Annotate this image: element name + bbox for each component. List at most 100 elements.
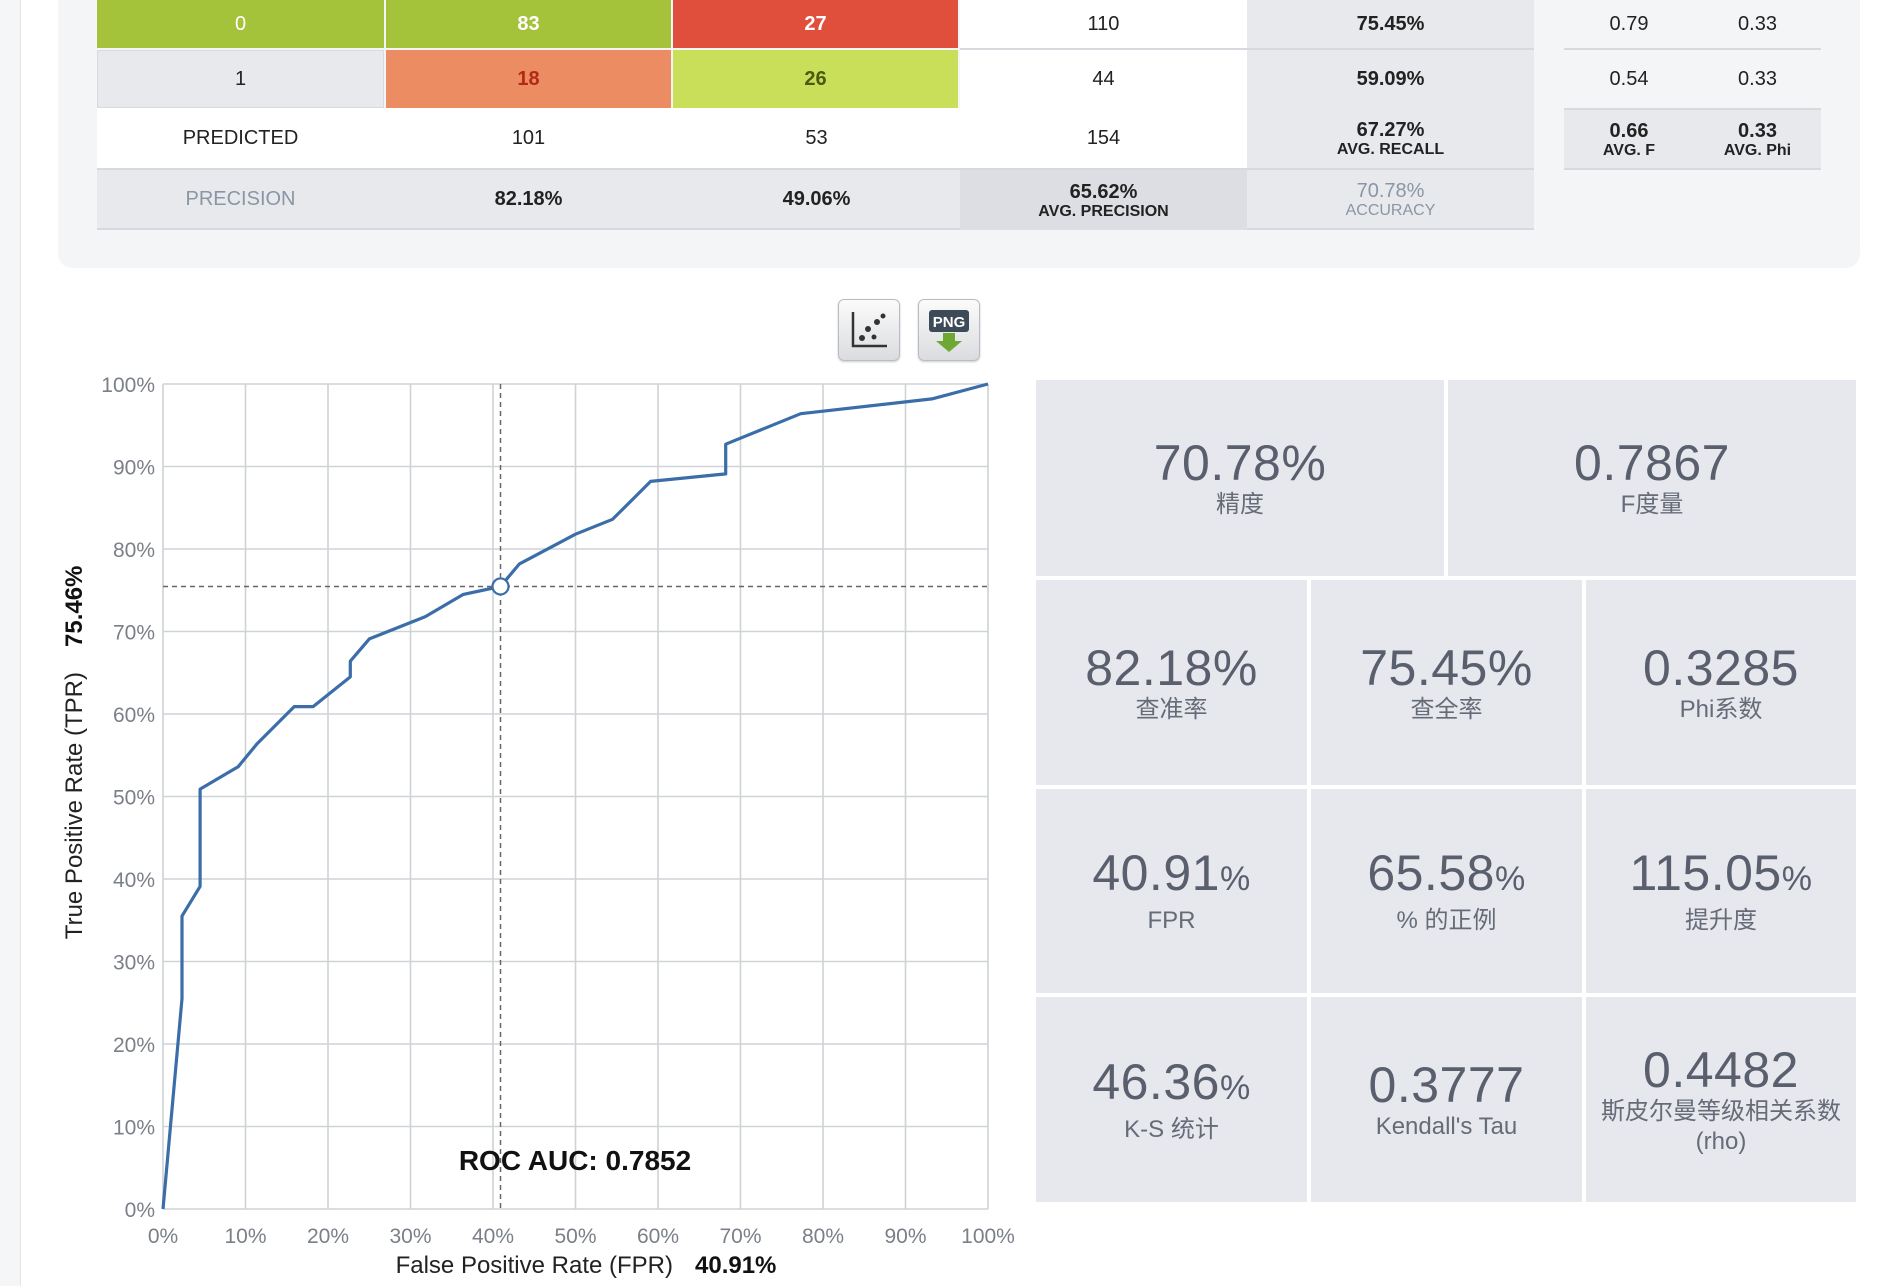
metric-label: Kendall's Tau bbox=[1375, 1112, 1518, 1140]
metric-phi: 0.3285 Phi系数 bbox=[1586, 580, 1856, 785]
png-label: PNG bbox=[933, 314, 966, 331]
metric-lift: 115.05% 提升度 bbox=[1586, 789, 1856, 993]
png-download-icon: PNG bbox=[929, 310, 969, 352]
metric-value: 65.58% bbox=[1367, 846, 1525, 906]
fn-cell-0-1[interactable]: 27 bbox=[673, 0, 958, 48]
metric-label: Phi系数 bbox=[1679, 695, 1763, 723]
metric-label: 提升度 bbox=[1685, 907, 1757, 934]
accuracy-label: ACCURACY bbox=[1345, 201, 1436, 219]
metric-value: 0.3285 bbox=[1643, 641, 1799, 695]
metric-number: 0.3777 bbox=[1368, 1056, 1525, 1113]
metric-recall: 75.45% 查全率 bbox=[1311, 580, 1582, 785]
avg-f-label: AVG. F bbox=[1602, 141, 1656, 159]
metric-percent-sign: % bbox=[1219, 860, 1251, 898]
x-tick-label: 20% bbox=[307, 1225, 349, 1248]
metric-number: 115.05 bbox=[1629, 845, 1782, 901]
metric-number: 0.4482 bbox=[1643, 1041, 1799, 1098]
accuracy-cell: 70.78% ACCURACY bbox=[1247, 170, 1534, 230]
fp-cell-1-0[interactable]: 18 bbox=[386, 50, 671, 108]
y-tick-label: 40% bbox=[113, 869, 155, 892]
f-row-0: 0.79 bbox=[1564, 0, 1694, 50]
accuracy-value: 70.78% bbox=[1356, 179, 1425, 202]
metric-precision: 82.18% 查准率 bbox=[1036, 580, 1307, 785]
x-tick-labels: 0% 10% 20% 30% 40% 50% 60% 70% 80% 90% 100% bbox=[148, 1225, 1015, 1248]
x-tick-label: 10% bbox=[224, 1225, 266, 1248]
metric-accuracy: 70.78% 精度 bbox=[1036, 380, 1444, 576]
y-tick-label: 100% bbox=[101, 374, 155, 397]
png-download-button[interactable]: PNG bbox=[918, 299, 980, 361]
metric-fpr: 40.91% FPR bbox=[1036, 789, 1307, 993]
metric-number: 0.7867 bbox=[1574, 435, 1730, 491]
metric-number: 75.45% bbox=[1360, 639, 1533, 696]
avg-phi-value: 0.33 bbox=[1738, 119, 1777, 142]
x-tick-label: 90% bbox=[884, 1225, 926, 1248]
y-tick-label: 20% bbox=[113, 1034, 155, 1057]
metric-label: FPR bbox=[1147, 907, 1196, 934]
metric-number: 70.78% bbox=[1153, 435, 1327, 491]
predicted-label: PREDICTED bbox=[97, 108, 384, 170]
metric-number: 40.91 bbox=[1092, 845, 1220, 901]
metric-number: 65.58 bbox=[1367, 845, 1495, 901]
predicted-total-1: 53 bbox=[673, 108, 960, 170]
metric-value: 46.36% bbox=[1092, 1055, 1250, 1115]
chart-grid bbox=[162, 383, 989, 1210]
x-tick-label: 100% bbox=[961, 1225, 1015, 1248]
phi-row-1: 0.33 bbox=[1738, 67, 1777, 90]
x-tick-label: 40% bbox=[472, 1225, 514, 1248]
metric-label: % 的正例 bbox=[1396, 907, 1497, 934]
tn-cell-1-1[interactable]: 26 bbox=[673, 50, 958, 108]
metric-label: 查准率 bbox=[1135, 695, 1208, 723]
metric-kendall-tau: 0.3777 Kendall's Tau bbox=[1311, 997, 1582, 1202]
y-axis-label: True Positive Rate (TPR) bbox=[61, 672, 88, 939]
actual-class-0-cell: 0 bbox=[97, 0, 384, 48]
roc-auc-annotation: ROC AUC: 0.7852 bbox=[459, 1145, 691, 1176]
avg-recall-cell: 67.27% AVG. RECALL bbox=[1247, 108, 1534, 170]
actual-class-1-cell: 1 bbox=[97, 50, 384, 108]
metric-number: 0.3285 bbox=[1643, 639, 1799, 696]
avg-precision-value: 65.62% bbox=[1069, 180, 1138, 203]
f-row-1: 0.54 bbox=[1609, 67, 1649, 90]
x-tick-label: 80% bbox=[802, 1225, 844, 1248]
metric-percent-sign: % bbox=[1219, 1068, 1251, 1107]
precision-class-1: 49.06% bbox=[673, 170, 960, 230]
roc-chart: 0% 10% 20% 30% 40% 50% 60% 70% 80% 90% 100% 0% 10% 2… bbox=[61, 374, 1015, 1279]
metric-label: 斯皮尔曼等级相关系数 (rho) bbox=[1601, 1097, 1841, 1155]
precision-class-0: 82.18% bbox=[384, 170, 673, 230]
crosshair bbox=[163, 384, 988, 1209]
y-tick-label: 30% bbox=[113, 952, 155, 975]
avg-precision-label: AVG. PRECISION bbox=[1038, 202, 1169, 220]
metric-label: K-S 统计 bbox=[1124, 1115, 1219, 1143]
metric-value: 40.91% bbox=[1092, 846, 1250, 906]
y-tick-label: 90% bbox=[113, 457, 155, 480]
metric-f-measure: 0.7867 F度量 bbox=[1448, 380, 1856, 576]
metric-value: 0.7867 bbox=[1574, 436, 1730, 490]
avg-precision-cell: 65.62% AVG. PRECISION bbox=[960, 170, 1247, 230]
y-tick-label: 0% bbox=[125, 1199, 155, 1222]
tp-cell-0-0[interactable]: 83 bbox=[386, 0, 671, 48]
roc-threshold-marker[interactable] bbox=[491, 577, 510, 596]
metric-value: 0.3777 bbox=[1369, 1058, 1525, 1112]
avg-recall-value: 67.27% bbox=[1356, 118, 1425, 141]
y-tick-label: 50% bbox=[113, 787, 155, 810]
avg-f-value: 0.66 bbox=[1609, 119, 1649, 142]
metric-percent-sign: % bbox=[1494, 860, 1526, 898]
row-0-recall: 75.45% bbox=[1247, 0, 1534, 50]
scatter-plot-icon bbox=[851, 312, 887, 348]
precision-label: PRECISION bbox=[97, 170, 384, 230]
metric-value: 115.05% bbox=[1630, 846, 1813, 906]
metric-number: 82.18% bbox=[1085, 639, 1258, 696]
metric-label: 查全率 bbox=[1410, 695, 1483, 723]
metric-label: F度量 bbox=[1620, 491, 1684, 518]
metric-ks-stat: 46.36% K-S 统计 bbox=[1036, 997, 1307, 1202]
phi-row-0: 0.33 bbox=[1694, 0, 1821, 50]
scatter-toggle-button[interactable] bbox=[838, 299, 900, 361]
metric-number: 46.36 bbox=[1092, 1053, 1220, 1110]
roc-curve-line bbox=[161, 382, 989, 1210]
y-tick-label: 70% bbox=[113, 622, 155, 645]
metric-percent-sign: % bbox=[1781, 860, 1813, 898]
x-tick-label: 30% bbox=[389, 1225, 431, 1248]
x-axis-title: False Positive Rate (FPR) 40.91% bbox=[396, 1252, 777, 1279]
x-axis-value: 40.91% bbox=[695, 1252, 776, 1279]
y-tick-label: 60% bbox=[113, 704, 155, 727]
x-tick-label: 0% bbox=[148, 1225, 178, 1248]
